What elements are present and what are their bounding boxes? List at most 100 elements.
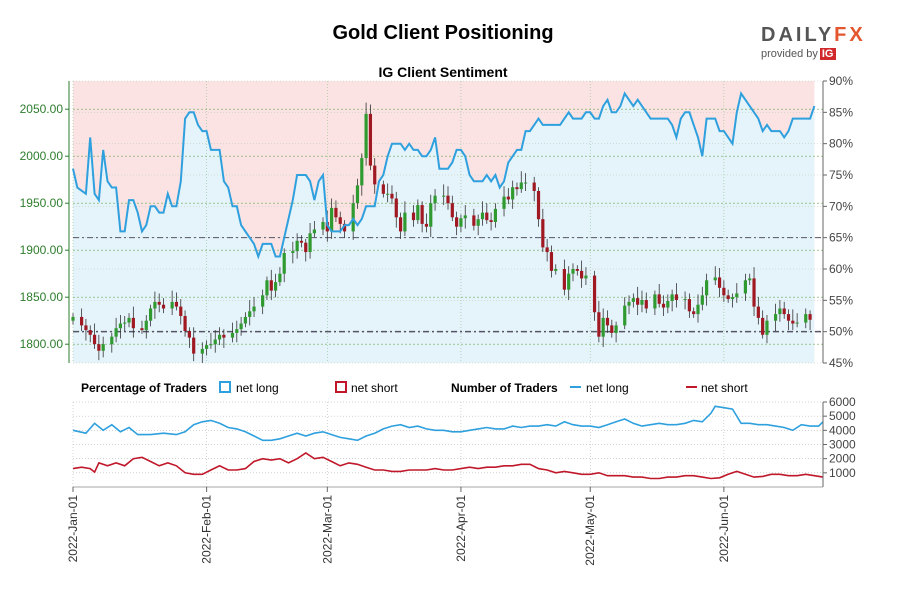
candle-body	[148, 308, 153, 321]
candle-body	[403, 212, 407, 232]
candle-body	[735, 293, 739, 298]
candle-body	[394, 198, 398, 218]
legend-num-title: Number of Traders	[451, 381, 558, 395]
candle-body	[575, 269, 579, 271]
candle-body	[683, 299, 687, 301]
candle-body	[222, 334, 226, 338]
x-tick-label: 2022-May-01	[583, 495, 597, 566]
pct-tick-label: 85%	[829, 105, 853, 119]
logo-text-fx: FX	[834, 24, 866, 46]
net-long-pct-line	[72, 91, 816, 260]
price-tick-label: 2050.00	[20, 102, 64, 116]
candle-body	[84, 325, 88, 331]
candle-body	[140, 328, 144, 331]
candle-body	[700, 295, 704, 305]
chart-subtitle: IG Client Sentiment	[378, 64, 508, 80]
candle-body	[571, 269, 575, 274]
candle-body	[511, 187, 515, 200]
candle-body	[170, 301, 174, 309]
candle-body	[584, 275, 588, 279]
traders-tick-label: 1000	[829, 466, 856, 480]
candle-body	[433, 195, 437, 204]
candle-body	[110, 336, 114, 345]
future-area	[814, 81, 823, 363]
candle-body	[756, 306, 760, 318]
candle-body	[213, 339, 217, 345]
candle-body	[88, 330, 92, 335]
candle-body	[230, 332, 235, 338]
candle-body	[631, 298, 635, 302]
candle-body	[334, 207, 338, 218]
candle-body	[416, 205, 420, 221]
net-long-percentage-line	[72, 91, 816, 260]
candle-body	[614, 325, 618, 333]
candle-body	[541, 219, 545, 248]
candle-body	[489, 220, 493, 222]
candle-body	[692, 311, 696, 315]
candle-body	[390, 193, 394, 199]
candle-body	[459, 218, 463, 227]
candle-body	[381, 184, 385, 194]
candle-body	[502, 196, 506, 209]
pct-tick-label: 70%	[829, 199, 853, 213]
candle-body	[373, 165, 377, 185]
candle-body	[209, 344, 213, 346]
traders-tick-label: 3000	[829, 438, 856, 452]
legend: Percentage of Traders net long net short…	[81, 381, 748, 395]
candle-body	[118, 323, 123, 329]
candle-body	[536, 190, 541, 220]
candle-body	[217, 334, 222, 340]
price-tick-label: 2000.00	[20, 149, 64, 163]
pct-tick-label: 60%	[829, 262, 853, 276]
legend-pct-title: Percentage of Traders	[81, 381, 207, 395]
candle-body	[808, 314, 812, 320]
candle-body	[743, 280, 748, 294]
x-tick-label: 2022-Feb-01	[200, 495, 214, 564]
traders-tick-label: 4000	[829, 423, 856, 437]
ig-logo: IG	[819, 48, 836, 60]
candle-body	[239, 323, 243, 330]
pct-tick-label: 75%	[829, 168, 853, 182]
candle-body	[778, 308, 782, 315]
traders-panel-lines	[72, 405, 824, 480]
candle-body	[200, 348, 204, 354]
x-tick-label: 2022-Jun-01	[717, 495, 731, 563]
candle-body	[205, 345, 209, 349]
candle-body	[730, 297, 735, 300]
candle-body	[545, 247, 549, 253]
traders-tick-label: 2000	[829, 452, 856, 466]
candle-body	[144, 320, 148, 331]
candle-body	[455, 217, 459, 227]
candle-body	[312, 229, 316, 234]
candle-body	[424, 223, 429, 227]
candle-body	[480, 212, 485, 220]
traders-tick-label: 5000	[829, 409, 856, 423]
candle-body	[463, 215, 467, 219]
candle-body	[342, 223, 347, 232]
reference-lines	[73, 237, 823, 333]
x-tick-label: 2022-Jan-01	[66, 495, 80, 563]
pct-tick-label: 45%	[829, 356, 853, 370]
candle-body	[261, 295, 265, 307]
candle-body	[355, 185, 360, 204]
candle-body	[705, 280, 709, 296]
candle-body	[71, 316, 75, 321]
candle-body	[450, 203, 454, 218]
pct-tick-label: 50%	[829, 325, 853, 339]
legend-num-long-label: net long	[586, 381, 629, 395]
candle-body	[726, 295, 730, 300]
candle-body	[549, 252, 554, 271]
candle-body	[161, 304, 166, 309]
candle-body	[493, 208, 498, 222]
candle-body	[476, 219, 480, 226]
candle-body	[330, 207, 334, 232]
candle-body	[515, 187, 519, 190]
x-axis: 2022-Jan-01 2022-Feb-01 2022-Mar-01 2022-Ap…	[66, 486, 823, 566]
candle-body	[722, 287, 726, 296]
candle-body	[674, 294, 679, 301]
candle-body	[442, 195, 446, 197]
candle-body	[265, 280, 269, 296]
candle-body	[80, 316, 84, 326]
